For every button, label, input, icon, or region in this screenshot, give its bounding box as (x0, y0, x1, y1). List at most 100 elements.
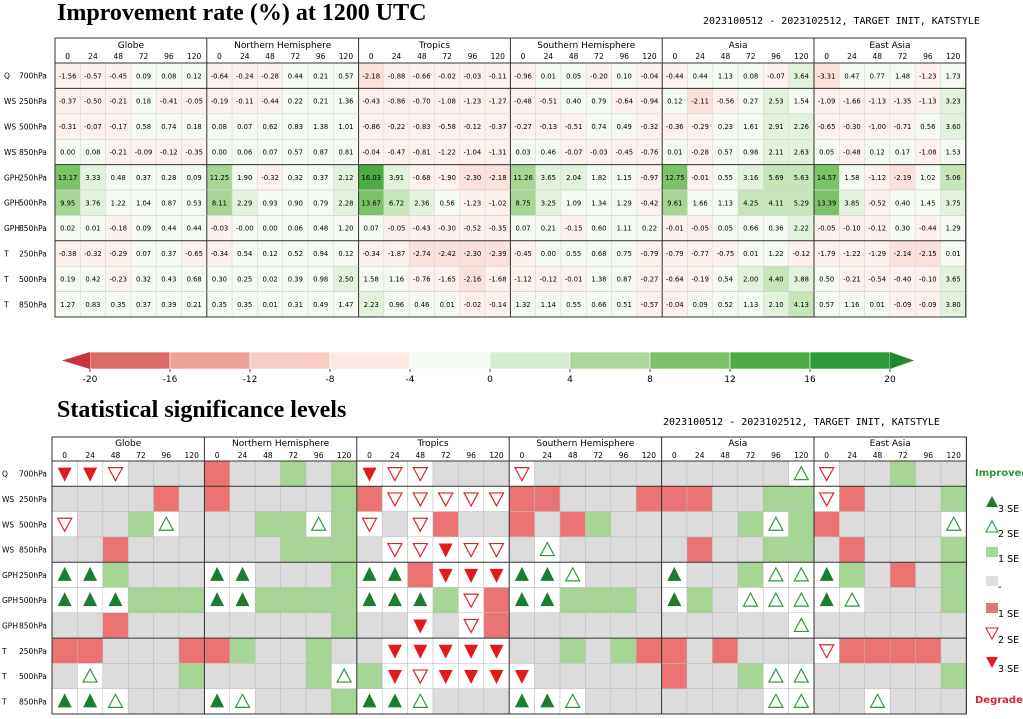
heatmap-value: -1.31 (489, 149, 507, 157)
heatmap-cell (510, 88, 536, 115)
sig-marker-up-filled (210, 566, 225, 581)
heatmap-value: 0.12 (667, 98, 682, 106)
sig-cell (839, 612, 866, 639)
sig-cell (889, 536, 916, 563)
heatmap-cell (181, 113, 208, 140)
heatmap-value: 1.16 (389, 276, 404, 284)
sig-cell (178, 536, 205, 563)
sig-marker-up-filled (514, 566, 529, 581)
heatmap-cell (712, 138, 739, 165)
sig-marker-up-open (793, 667, 810, 683)
sig-lead-time-label: 72 (136, 451, 146, 460)
heatmap-cell (358, 164, 385, 191)
heatmap-value: 2.26 (794, 123, 809, 131)
heatmap-cell (130, 138, 157, 165)
sig-lead-time-label: 96 (619, 451, 629, 460)
heatmap-value: 4.40 (768, 276, 783, 284)
sig-marker-down-open (818, 492, 835, 508)
heatmap-value: 0.21 (313, 98, 328, 106)
sig-cell (229, 460, 256, 487)
heatmap-value: 0.08 (161, 72, 176, 80)
heatmap-value: 0.96 (389, 301, 404, 309)
sig-marker-up-filled (235, 592, 250, 607)
sig-region-header: East Asia (870, 439, 911, 449)
heatmap-value: -0.57 (84, 72, 102, 80)
heatmap-value: -0.44 (666, 72, 684, 80)
heatmap-value: 8.75 (515, 199, 530, 207)
sig-marker-up-filled (667, 566, 682, 581)
heatmap-cell (282, 138, 309, 165)
heatmap-value: -0.12 (540, 276, 558, 284)
heatmap-cell (333, 62, 359, 89)
heatmap-value: 0.06 (237, 149, 252, 157)
sig-marker-down-open (463, 618, 480, 634)
row-label-level: 700hPa (19, 72, 47, 81)
heatmap-value: 0.57 (819, 301, 834, 309)
sig-cell (407, 486, 434, 512)
heatmap-value: 0.12 (870, 149, 885, 157)
sig-row-label-var: T (1, 647, 7, 656)
legend-label: 3 SE (998, 664, 1019, 675)
heatmap-value: -0.94 (641, 98, 659, 106)
heatmap-cell (434, 164, 461, 191)
sig-cell (381, 536, 408, 563)
heatmap-value: 0.46 (414, 301, 429, 309)
heatmap-value: -2.30 (464, 174, 482, 182)
sig-cell (178, 561, 205, 588)
sig-marker-up-filled (387, 592, 402, 607)
heatmap-value: 16.03 (362, 174, 381, 182)
sig-cell (305, 688, 332, 715)
sig-cell (864, 637, 891, 664)
heatmap-cell (687, 291, 714, 318)
sig-cell (559, 561, 586, 588)
heatmap-value: 0.55 (566, 250, 581, 258)
heatmap-cell (839, 240, 865, 267)
heatmap-cell (484, 113, 511, 140)
heatmap-cell (712, 265, 739, 292)
heatmap-cell (358, 138, 385, 165)
lead-time-label: 72 (746, 52, 756, 61)
colorbar-segment (409, 351, 491, 370)
heatmap-value: 1.53 (946, 149, 961, 157)
sig-cell (889, 486, 916, 512)
sig-lead-time-label: 0 (672, 451, 677, 460)
heatmap-value: 0.66 (743, 225, 758, 233)
sig-frame (51, 436, 967, 715)
heatmap-value: -1.00 (868, 123, 886, 131)
sig-cell (254, 486, 281, 512)
sig-lead-time-label: 120 (642, 451, 657, 460)
heatmap-cell (914, 291, 941, 318)
sig-cell (534, 460, 561, 487)
sig-row-label-level: 250hPa (19, 571, 47, 580)
heatmap-value: -0.64 (211, 72, 229, 80)
heatmap-value: 0.00 (262, 225, 277, 233)
sig-cell (762, 460, 789, 487)
heatmap-value: -0.19 (211, 98, 229, 106)
sig-lead-time-label: 72 (441, 451, 451, 460)
lead-time-label: 0 (369, 52, 374, 61)
heatmap-value: 13.67 (362, 199, 381, 207)
sig-cell (458, 460, 485, 487)
heatmap-value: 1.34 (591, 199, 606, 207)
sig-lead-time-label: 120 (947, 451, 962, 460)
sig-cell (940, 460, 967, 487)
heatmap-value: 5.06 (946, 174, 961, 182)
heatmap-value: 2.28 (338, 199, 353, 207)
sig-cell (585, 587, 612, 614)
sig-cell (305, 587, 332, 614)
sig-cell (153, 587, 180, 614)
heatmap-value: 0.62 (262, 123, 277, 131)
sig-cell (864, 688, 891, 715)
heatmap-cell (434, 62, 461, 89)
sig-marker-up-open (310, 515, 327, 531)
colorbar-tick-label: 8 (647, 375, 653, 385)
heatmap-cell (864, 189, 891, 216)
heatmap-cell (687, 265, 714, 292)
sig-marker-up-filled (83, 693, 98, 708)
sig-marker-up-open (767, 693, 784, 708)
heatmap-value: 0.28 (161, 174, 176, 182)
heatmap-value: 0.23 (718, 123, 733, 131)
sig-cell (712, 688, 739, 715)
sig-cell (356, 511, 383, 538)
heatmap-value: 2.91 (768, 123, 783, 131)
